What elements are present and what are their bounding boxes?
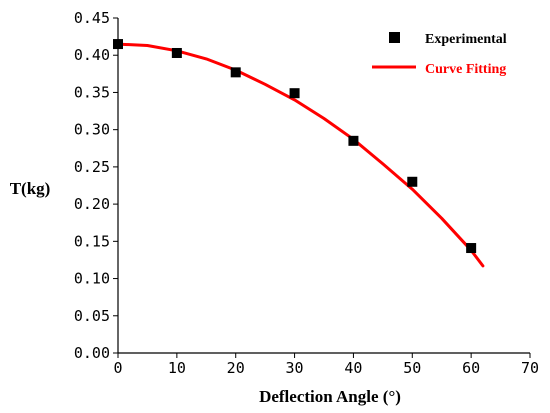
curve-layer <box>116 42 485 268</box>
y-tick-label: 0.30 <box>74 121 110 139</box>
legend: Experimental Curve Fitting <box>372 32 507 77</box>
x-tick-label: 10 <box>168 359 186 377</box>
y-tick-label: 0.15 <box>74 232 110 250</box>
y-tick-label: 0.20 <box>74 195 110 213</box>
y-tick-label: 0.40 <box>74 46 110 64</box>
x-axis-title: Deflection Angle (°) <box>259 387 401 406</box>
y-tick-label: 0.45 <box>74 9 110 27</box>
x-axis-ticks: 0 10 20 30 40 50 60 70 <box>113 353 539 377</box>
fitting-curve <box>116 42 485 268</box>
x-tick-label: 40 <box>344 359 362 377</box>
x-tick-label: 30 <box>286 359 304 377</box>
legend-experimental-marker <box>389 32 400 43</box>
experimental-point <box>466 243 477 254</box>
y-axis-title: T(kg) <box>10 179 51 198</box>
experimental-point <box>230 67 241 78</box>
points-layer <box>113 39 477 254</box>
x-tick-label: 0 <box>113 359 122 377</box>
y-tick-label: 0.05 <box>74 307 110 325</box>
legend-experimental-label: Experimental <box>425 32 507 47</box>
y-tick-label: 0.25 <box>74 158 110 176</box>
y-tick-label: 0.35 <box>74 83 110 101</box>
axes <box>117 18 530 354</box>
experimental-point <box>289 88 300 99</box>
x-tick-label: 70 <box>521 359 539 377</box>
x-tick-label: 60 <box>462 359 480 377</box>
x-tick-label: 20 <box>227 359 245 377</box>
y-axis-ticks: 0.00 0.05 0.10 0.15 0.20 0.25 0.30 0.35 0.40 0.45 <box>74 9 118 362</box>
experimental-point <box>171 47 182 58</box>
x-tick-label: 50 <box>403 359 421 377</box>
experimental-point <box>348 135 359 146</box>
y-tick-label: 0.10 <box>74 270 110 288</box>
y-tick-label: 0.00 <box>74 344 110 362</box>
experimental-point <box>113 39 123 50</box>
legend-curve-label: Curve Fitting <box>425 62 506 77</box>
experimental-point <box>407 176 418 187</box>
